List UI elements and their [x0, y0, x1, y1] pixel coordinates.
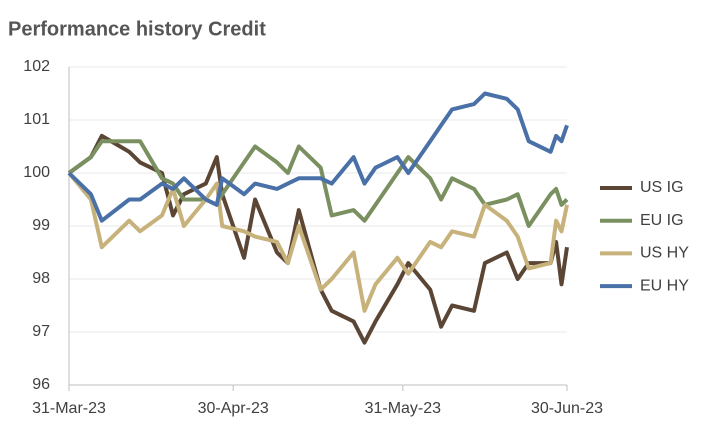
- x-tick-label: 30-Jun-23: [531, 400, 603, 417]
- y-tick-label: 96: [32, 376, 50, 393]
- y-tick-label: 97: [32, 323, 50, 340]
- y-tick-label: 99: [32, 217, 50, 234]
- legend-label: US IG: [640, 179, 684, 196]
- legend-label: US HY: [640, 245, 689, 262]
- chart-title: Performance history Credit: [8, 18, 266, 40]
- series-line: [67, 139, 569, 228]
- y-tick-label: 102: [23, 58, 50, 75]
- y-tick-label: 100: [23, 164, 50, 181]
- series-line: [67, 91, 569, 223]
- y-tick-label: 98: [32, 270, 50, 287]
- legend-label: EU IG: [640, 212, 684, 229]
- x-tick-label: 31-May-23: [365, 400, 442, 417]
- x-tick-label: 31-Mar-23: [32, 400, 106, 417]
- y-tick-label: 101: [23, 111, 50, 128]
- x-tick-label: 30-Apr-23: [198, 400, 269, 417]
- series-line: [67, 171, 569, 313]
- legend-label: EU HY: [640, 277, 689, 294]
